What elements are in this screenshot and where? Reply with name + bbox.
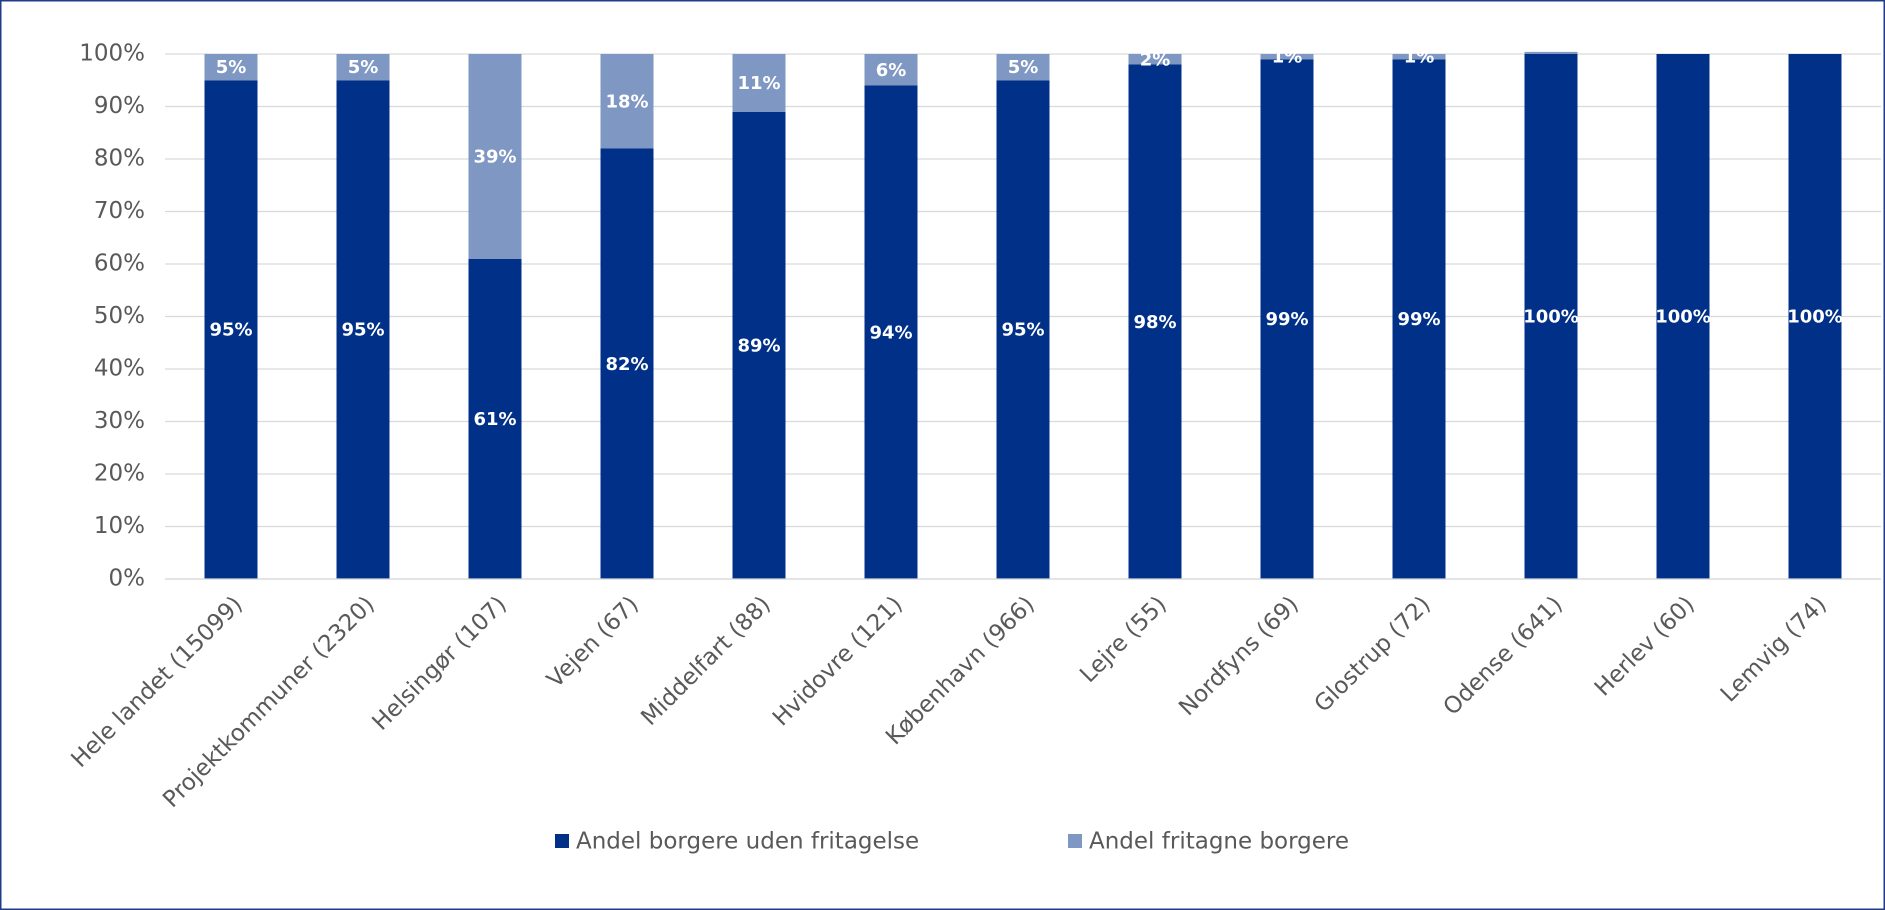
data-label: 5%	[348, 57, 379, 78]
y-tick-label: 70%	[94, 198, 145, 224]
y-tick-label: 50%	[94, 303, 145, 329]
y-tick-label: 90%	[94, 93, 145, 119]
legend-label: Andel fritagne borgere	[1089, 829, 1349, 855]
y-tick-label: 20%	[94, 461, 145, 487]
data-label: 1%	[1404, 47, 1435, 68]
data-label: 11%	[737, 73, 780, 94]
data-label: 1%	[1272, 47, 1303, 68]
bar-segment	[1128, 54, 1182, 65]
bar-segment	[468, 258, 522, 579]
data-label: 95%	[209, 320, 252, 341]
y-tick-label: 40%	[94, 356, 145, 382]
data-label: 94%	[869, 322, 912, 343]
bar-segment	[864, 54, 918, 86]
bar-segment	[864, 85, 918, 579]
y-tick-label: 30%	[94, 408, 145, 434]
bar-segment	[204, 54, 258, 81]
data-label: 99%	[1397, 309, 1440, 330]
data-label: 100%	[1655, 307, 1711, 328]
data-label: 61%	[473, 409, 516, 430]
bar-segment	[600, 148, 654, 579]
data-label: 18%	[605, 91, 648, 112]
bar-segment	[1260, 54, 1314, 60]
bar-segment	[600, 54, 654, 149]
data-label: 100%	[1787, 307, 1843, 328]
bar-segment	[204, 80, 258, 579]
bar-segment	[1392, 59, 1446, 579]
data-label: 6%	[876, 60, 907, 81]
data-label: 5%	[216, 57, 247, 78]
bar-segment	[336, 80, 390, 579]
bar-segment	[996, 80, 1050, 579]
data-label: 5%	[1008, 57, 1039, 78]
data-label: 95%	[1001, 320, 1044, 341]
bar-segment	[996, 54, 1050, 81]
y-tick-label: 0%	[109, 566, 146, 592]
data-label: 98%	[1133, 312, 1176, 333]
legend-swatch	[1068, 834, 1082, 848]
bar-segment	[336, 54, 390, 81]
data-label: 95%	[341, 320, 384, 341]
legend-swatch	[555, 834, 569, 848]
data-label: 2%	[1140, 49, 1171, 70]
y-tick-label: 60%	[94, 251, 145, 277]
bar-segment	[1524, 54, 1578, 579]
bar-segment	[468, 54, 522, 259]
bar-segment	[1392, 54, 1446, 60]
data-label: 82%	[605, 354, 648, 375]
bar-segment	[732, 54, 786, 112]
bar-segment	[732, 111, 786, 579]
bar-segment	[1260, 59, 1314, 579]
y-tick-label: 100%	[79, 41, 145, 67]
bar-segment	[1524, 51, 1578, 54]
bar-segment	[1656, 54, 1710, 579]
bar-segment	[1788, 54, 1842, 579]
data-label: 100%	[1523, 307, 1579, 328]
bar-segment	[1128, 64, 1182, 579]
y-tick-label: 80%	[94, 146, 145, 172]
data-label: 39%	[473, 146, 516, 167]
y-tick-label: 10%	[94, 513, 145, 539]
data-label: 99%	[1265, 309, 1308, 330]
legend-label: Andel borgere uden fritagelse	[576, 829, 919, 855]
data-label: 89%	[737, 335, 780, 356]
